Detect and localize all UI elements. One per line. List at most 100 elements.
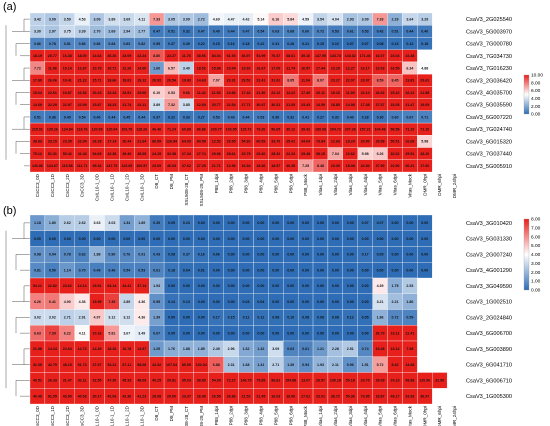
cell-value-label: 6.41 xyxy=(49,300,56,304)
cell-value-label: 0.00 xyxy=(302,253,309,257)
cell-value-label: 0.00 xyxy=(198,331,205,335)
cell-value-label: 18.36 xyxy=(256,164,265,168)
cell-value-label: 1.32 xyxy=(257,347,264,351)
cell-value-label: 3.03 xyxy=(108,221,115,225)
cell-value-label: 2.70 xyxy=(94,30,101,34)
cell-value-label: 0.00 xyxy=(123,237,130,241)
cell-value-label: 209.77 xyxy=(211,127,222,131)
cell-value-label: 10.79 xyxy=(93,66,102,70)
cell-value-label: 11.74 xyxy=(286,66,295,70)
cell-value-label: 12.63 xyxy=(331,140,340,144)
cell-value-label: 5.14 xyxy=(257,17,264,21)
cell-value-label: 0.32 xyxy=(183,30,190,34)
row-label: CsaV3_5G031330 xyxy=(466,237,512,243)
cell-value-label: 0.07 xyxy=(347,42,354,46)
cell-value-label: 1.14 xyxy=(64,268,71,272)
cell-value-label: 14.59 xyxy=(316,103,325,107)
cell-value-label: 0.61 xyxy=(347,30,354,34)
cell-value-label: 20.92 xyxy=(152,79,161,83)
column-label: CsIL10-1_2D xyxy=(124,173,129,201)
column-label: Vitas_5dpi xyxy=(378,406,383,426)
cell-value-label: 2.96 xyxy=(228,347,235,351)
cell-value-label: 21.05 xyxy=(286,103,295,107)
column-label: P88_4dpi xyxy=(258,406,263,425)
cell-value-label: 47.30 xyxy=(107,379,116,383)
cell-value-label: 4.36 xyxy=(79,300,86,304)
cell-value-label: 0.40 xyxy=(64,115,71,119)
cell-value-label: 71.10 xyxy=(420,127,429,131)
cell-value-label: 51.73 xyxy=(78,363,87,367)
cell-value-label: 126.84 xyxy=(166,140,177,144)
cell-value-label: 0.72 xyxy=(317,30,324,34)
cell-value-label: 16.34 xyxy=(242,164,251,168)
cell-value-label: 0.00 xyxy=(64,237,71,241)
cell-value-label: 42.02 xyxy=(376,91,385,95)
cell-value-label: 130.18 xyxy=(330,379,341,383)
cell-value-label: 10.14 xyxy=(63,66,72,70)
cell-value-label: 0.78 xyxy=(49,42,56,46)
cell-value-label: 0.15 xyxy=(317,42,324,46)
cell-value-label: 4.59 xyxy=(302,17,309,21)
cell-value-label: 0.00 xyxy=(213,331,220,335)
cell-value-label: 15.64 xyxy=(33,91,42,95)
cell-value-label: 85.59 xyxy=(182,363,191,367)
legend-tick-label: 3.00 xyxy=(531,261,541,267)
cell-value-label: 0.10 xyxy=(287,316,294,320)
cell-value-label: 3.05 xyxy=(168,17,175,21)
cell-value-label: 0.00 xyxy=(391,268,398,272)
cell-value-label: 18.00 xyxy=(78,54,87,58)
cell-value-label: 26.57 xyxy=(316,379,325,383)
cell-value-label: 19.87 xyxy=(63,91,72,95)
column-label: Vitas_2dpi xyxy=(333,174,338,195)
cell-value-label: 14.98 xyxy=(346,103,355,107)
cell-value-label: 2.94 xyxy=(123,30,130,34)
cell-value-label: 0.00 xyxy=(317,331,324,335)
cell-value-label: 0.83 xyxy=(123,42,130,46)
cell-value-label: 23.15 xyxy=(48,140,57,144)
cell-value-label: 4.04 xyxy=(332,17,339,21)
row-label: CsaV3_3G049590 xyxy=(466,284,512,290)
cell-value-label: 0.00 xyxy=(421,237,428,241)
cell-value-label: 12.26 xyxy=(122,66,131,70)
cell-value-label: 7.07 xyxy=(213,79,220,83)
heatmap-panel-a: (a) 3.42 3.09 3.59 4.53 3.09 3.89 3.69 4.11 7.33 3… xyxy=(3,1,543,206)
cell-value-label: 8.45 xyxy=(391,79,398,83)
cell-value-label: 0.00 xyxy=(168,284,175,288)
cell-value-label: 21.22 xyxy=(78,79,87,83)
cell-value-label: 45.33 xyxy=(122,379,131,383)
cell-value-label: 30.17 xyxy=(93,394,102,398)
row-label: CsaV3_5G003970 xyxy=(466,29,512,35)
row-label: CsaV3_4G001290 xyxy=(466,268,512,274)
cell-value-label: 0.00 xyxy=(302,300,309,304)
cell-value-label: 11.94 xyxy=(301,79,310,83)
cell-value-label: 49.17 xyxy=(390,394,399,398)
cell-value-label: 0.72 xyxy=(391,316,398,320)
cell-value-label: 0.70 xyxy=(79,268,86,272)
legend-tick-label: 8.00 xyxy=(531,217,541,223)
cell-value-label: 0.00 xyxy=(94,237,101,241)
cell-value-label: 18.85 xyxy=(331,103,340,107)
cell-value-label: 0.90 xyxy=(108,253,115,257)
cell-value-label: 0.00 xyxy=(362,331,369,335)
cell-value-label: 26.08 xyxy=(197,394,206,398)
panel-label: (b) xyxy=(3,205,16,217)
cell-value-label: 4.39 xyxy=(377,284,384,288)
heatmap-cell xyxy=(417,388,433,405)
cell-value-label: 0.32 xyxy=(332,115,339,119)
cell-value-label: 0.00 xyxy=(391,237,398,241)
cell-value-label: 13.81 xyxy=(405,79,414,83)
cell-value-label: 7.04 xyxy=(332,152,339,156)
cell-value-label: 3.89 xyxy=(108,17,115,21)
cell-value-label: 0.00 xyxy=(272,284,279,288)
cell-value-label: 1.88 xyxy=(183,347,190,351)
cell-value-label: 1.60 xyxy=(153,66,160,70)
cell-value-label: 20.77 xyxy=(212,103,221,107)
cell-value-label: 0.22 xyxy=(198,42,205,46)
cell-value-label: 0.00 xyxy=(391,253,398,257)
cell-value-label: 10.71 xyxy=(107,66,116,70)
cell-value-label: 68.61 xyxy=(286,54,295,58)
heatmap-cell xyxy=(417,262,433,279)
cell-value-label: 0.30 xyxy=(272,115,279,119)
column-label: CsCC3_3D xyxy=(80,173,85,197)
column-label: SSL508-28_CT xyxy=(184,174,189,206)
